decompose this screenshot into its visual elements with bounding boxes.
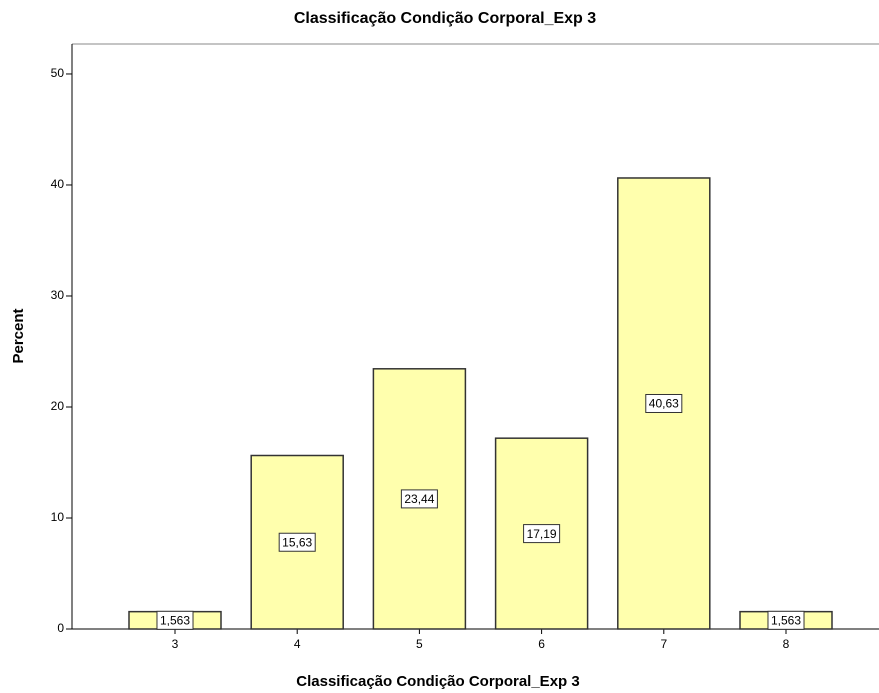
value-label-box xyxy=(645,393,683,413)
value-label: 23,44 xyxy=(404,492,434,506)
x-tick-label: 4 xyxy=(294,637,301,651)
value-label-box xyxy=(400,489,438,509)
y-tick-label: 40 xyxy=(51,177,65,191)
value-label-box xyxy=(523,524,561,544)
x-tick-label: 5 xyxy=(416,637,423,651)
x-tick-label: 7 xyxy=(660,637,667,651)
x-tick-label: 6 xyxy=(538,637,545,651)
value-label-box xyxy=(278,532,316,552)
x-tick-label: 3 xyxy=(172,637,179,651)
y-tick-label: 0 xyxy=(57,621,64,635)
value-label: 17,19 xyxy=(527,527,557,541)
value-label-box xyxy=(767,610,805,630)
y-tick-label: 20 xyxy=(51,399,65,413)
value-label: 1,563 xyxy=(160,613,190,627)
value-label: 40,63 xyxy=(649,397,679,411)
x-axis-title: Classificação Condição Corporal_Exp 3 xyxy=(296,673,579,690)
value-label: 1,563 xyxy=(771,613,801,627)
value-label-box xyxy=(156,610,194,630)
chart-title: Classificação Condição Corporal_Exp 3 xyxy=(294,10,596,27)
x-tick-label: 8 xyxy=(783,637,790,651)
y-axis-title: Percent xyxy=(10,308,27,363)
y-tick-label: 30 xyxy=(51,288,65,302)
y-tick-label: 10 xyxy=(51,510,65,524)
y-tick-label: 50 xyxy=(51,66,65,80)
value-label: 15,63 xyxy=(282,535,312,549)
